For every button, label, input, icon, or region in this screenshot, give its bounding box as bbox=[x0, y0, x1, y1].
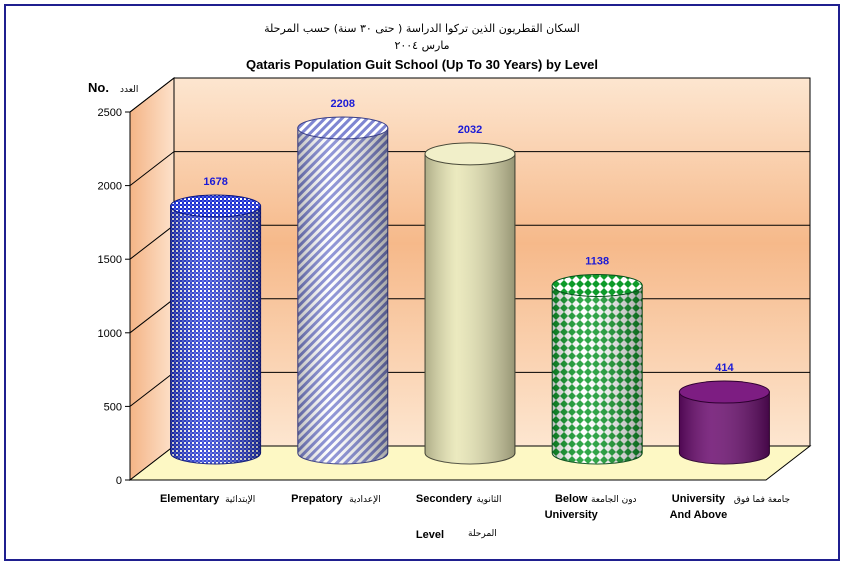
bars: 1678 2208 2032 1138 414 bbox=[170, 98, 770, 465]
y-tick-label: 2500 bbox=[98, 107, 122, 119]
bar-3: 1138 bbox=[551, 255, 643, 465]
category-label-arabic: جامعة فما فوق bbox=[734, 495, 790, 505]
gridline-side bbox=[129, 151, 175, 186]
chart-title-arabic: السكان القطريون الذين تركوا الدراسة ( حت… bbox=[264, 22, 580, 35]
category-label-arabic: الإبتدائية bbox=[225, 495, 255, 505]
y-tick-label: 1000 bbox=[98, 328, 122, 340]
bar-shading bbox=[170, 205, 261, 465]
y-tick-label: 500 bbox=[104, 401, 122, 413]
y-tick-label: 0 bbox=[116, 475, 122, 487]
category-label: Secondery bbox=[416, 493, 473, 505]
category-label-line2: University bbox=[545, 509, 599, 521]
side-wall bbox=[129, 76, 175, 482]
chart-subtitle-arabic: مارس ٢٠٠٤ bbox=[394, 39, 449, 52]
bar-1: 2208 bbox=[297, 98, 389, 465]
gridline-side bbox=[129, 298, 175, 334]
bar-top bbox=[551, 273, 643, 297]
category-label-arabic: دون الجامعة bbox=[591, 495, 637, 505]
gridline-side bbox=[129, 224, 175, 260]
y-axis-label-arabic: العدد bbox=[120, 85, 138, 95]
category-label: Elementary bbox=[160, 493, 220, 505]
bar-shading bbox=[679, 392, 770, 465]
y-tick-label: 2000 bbox=[98, 181, 122, 193]
y-axis: 0 500 1000 1500 2000 2500 bbox=[98, 107, 131, 487]
y-tick-label: 1500 bbox=[98, 254, 122, 266]
bar-shading bbox=[425, 153, 515, 465]
x-axis-label-arabic: المرحلة bbox=[468, 529, 497, 539]
bar-shading bbox=[552, 285, 643, 465]
data-label: 1678 bbox=[203, 176, 227, 188]
category-label: University bbox=[672, 493, 726, 505]
data-label: 2032 bbox=[458, 124, 482, 136]
category-label: Prepatory bbox=[291, 493, 343, 505]
bar-top bbox=[678, 380, 770, 404]
bar-shading bbox=[297, 127, 388, 465]
category-label: Below bbox=[555, 493, 588, 505]
chart-title: Qataris Population Guit School (Up To 30… bbox=[246, 57, 598, 72]
data-label: 2208 bbox=[331, 98, 355, 110]
data-label: 414 bbox=[715, 362, 734, 374]
bar-4: 414 bbox=[678, 362, 770, 465]
category-label-line2: And Above bbox=[670, 509, 728, 521]
data-label: 1138 bbox=[585, 255, 609, 267]
bar-top bbox=[297, 116, 389, 140]
x-axis-label: Level bbox=[416, 529, 444, 541]
gridline-side bbox=[129, 372, 175, 407]
bar-top bbox=[424, 142, 516, 166]
y-axis-label: No. bbox=[88, 80, 109, 95]
bar-2: 2032 bbox=[424, 124, 516, 465]
bar-0: 1678 bbox=[170, 176, 262, 465]
category-labels: Elementary الإبتدائية Prepatory الإعدادية Se… bbox=[160, 493, 790, 521]
category-label-arabic: الثانوية bbox=[476, 495, 501, 505]
category-label-arabic: الإعدادية bbox=[349, 495, 381, 505]
bar-top bbox=[170, 194, 262, 218]
gridline-side bbox=[129, 77, 175, 113]
